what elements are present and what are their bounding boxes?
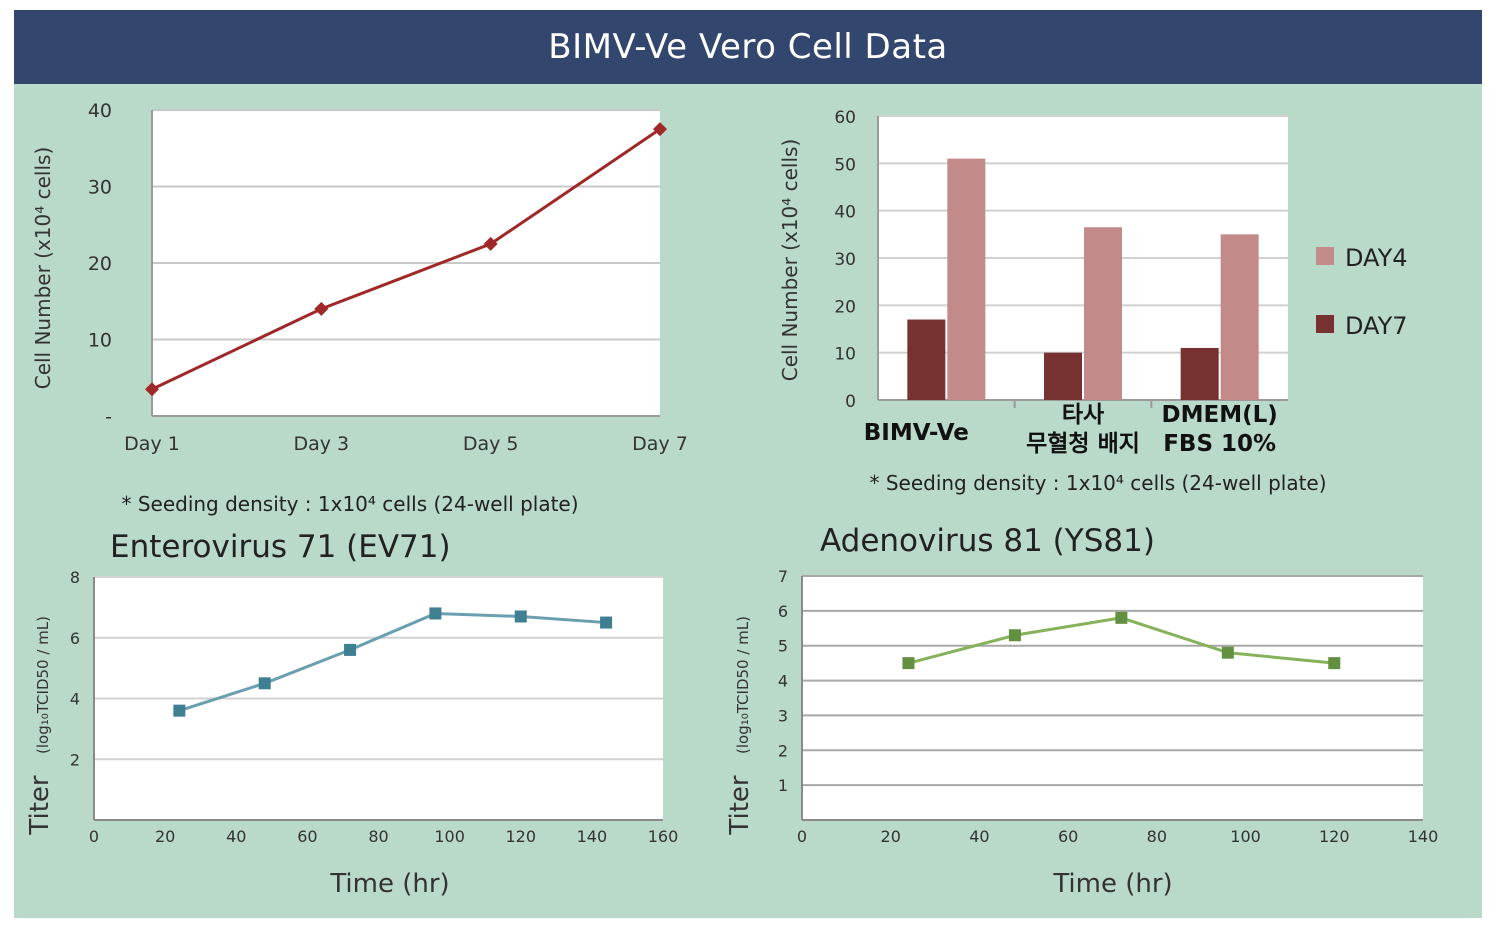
y-tick-label: 7 xyxy=(778,567,788,586)
y-tick-label: 0 xyxy=(845,392,856,412)
y-axis-label-unit: (log₁₀TCID50 / mL) xyxy=(734,616,752,754)
y-tick-label: 60 xyxy=(834,108,856,128)
y-tick-label: 3 xyxy=(778,706,788,725)
x-tick-label: 20 xyxy=(155,827,175,846)
y-axis-label-main: Titer xyxy=(25,775,55,835)
data-point-marker xyxy=(344,643,357,656)
y-tick-label: 2 xyxy=(778,741,788,760)
x-tick-label: 타사 xyxy=(1062,402,1104,428)
x-tick-label: 120 xyxy=(505,827,536,846)
y-tick-label: 8 xyxy=(70,568,80,587)
data-point-marker xyxy=(1008,629,1021,642)
x-tick-label: 100 xyxy=(434,827,465,846)
x-tick-label: 140 xyxy=(1408,827,1439,846)
chart-title: Enterovirus 71 (EV71) xyxy=(110,529,451,565)
data-point-marker xyxy=(902,657,915,670)
data-point-marker xyxy=(258,677,271,690)
data-point-marker xyxy=(314,301,329,316)
x-tick-label: Day 1 xyxy=(124,433,180,455)
data-point-marker xyxy=(1328,657,1341,670)
y-axis-label: Cell Number (x10⁴ cells) xyxy=(778,139,802,382)
x-tick-label: 140 xyxy=(577,827,608,846)
seeding-density-note: * Seeding density : 1x10⁴ cells (24-well… xyxy=(121,492,578,516)
y-tick-label: 20 xyxy=(88,253,112,275)
legend-label-day7: DAY7 xyxy=(1345,312,1408,340)
bar-day4 xyxy=(947,158,986,400)
y-axis-label: Cell Number (x10⁴ cells) xyxy=(31,147,55,390)
x-tick-label: DMEM(L) xyxy=(1162,402,1278,428)
x-axis-label: Time (hr) xyxy=(1052,869,1172,899)
data-point-marker xyxy=(145,382,159,397)
bar-day4 xyxy=(1084,227,1122,400)
y-tick-label: 4 xyxy=(70,690,80,709)
x-tick-label: 160 xyxy=(648,827,679,846)
y-tick-label: 6 xyxy=(778,602,788,621)
data-point-marker xyxy=(653,122,667,137)
x-tick-label: 20 xyxy=(881,827,901,846)
x-tick-label: 100 xyxy=(1230,827,1261,846)
y-tick-label: 10 xyxy=(88,330,112,352)
bar-day7 xyxy=(1180,347,1219,400)
x-tick-label: 40 xyxy=(226,827,246,846)
chart-title: Adenovirus 81 (YS81) xyxy=(820,523,1155,559)
data-point-marker xyxy=(429,607,442,620)
y-tick-label: 10 xyxy=(834,345,856,365)
legend-swatch-day7 xyxy=(1316,315,1334,333)
y-axis-label-main: Titer xyxy=(725,775,755,835)
x-tick-label: 0 xyxy=(797,827,807,846)
x-tick-label: 80 xyxy=(368,827,388,846)
bar-day7 xyxy=(907,319,946,400)
series-line-ev71 xyxy=(178,611,607,713)
x-tick-label: 40 xyxy=(969,827,989,846)
x-tick-label: BIMV-Ve xyxy=(864,420,969,446)
x-axis-label: Time (hr) xyxy=(329,869,449,899)
x-tick-label: FBS 10% xyxy=(1163,431,1276,457)
x-tick-label: 0 xyxy=(89,827,99,846)
y-tick-label: 30 xyxy=(834,250,856,270)
x-tick-label: Day 3 xyxy=(294,433,350,455)
series-line-bimv-ve xyxy=(151,127,661,391)
plot-area xyxy=(802,576,1423,820)
y-tick-label: 50 xyxy=(834,155,856,175)
data-point-marker xyxy=(483,236,498,251)
y-tick-label: 6 xyxy=(70,629,80,648)
y-tick-label: 40 xyxy=(834,203,856,223)
data-point-marker xyxy=(600,616,613,629)
bar-day4 xyxy=(1220,234,1259,400)
x-tick-label: Day 5 xyxy=(463,433,519,455)
x-tick-label: 120 xyxy=(1319,827,1350,846)
data-point-marker xyxy=(1115,611,1128,624)
y-tick-label: 20 xyxy=(834,297,856,317)
seeding-density-note: * Seeding density : 1x10⁴ cells (24-well… xyxy=(869,471,1326,495)
y-tick-label: 40 xyxy=(88,100,112,122)
x-tick-label: 60 xyxy=(297,827,317,846)
legend-swatch-day4 xyxy=(1316,247,1334,265)
page-title: BIMV-Ve Vero Cell Data xyxy=(14,10,1482,84)
y-tick-label: 2 xyxy=(70,750,80,769)
y-axis-label-unit: (log₁₀TCID50 / mL) xyxy=(34,616,52,754)
y-tick-label: 30 xyxy=(88,177,112,199)
data-point-marker xyxy=(514,610,527,623)
x-tick-label: 80 xyxy=(1147,827,1167,846)
x-tick-label: 60 xyxy=(1058,827,1078,846)
legend-label-day4: DAY4 xyxy=(1345,244,1408,272)
y-tick-label: 5 xyxy=(778,637,788,656)
y-tick-label: 1 xyxy=(778,776,788,795)
x-tick-label: 무혈청 배지 xyxy=(1026,431,1140,457)
x-tick-label: Day 7 xyxy=(632,433,688,455)
y-tick-label: 4 xyxy=(778,672,788,691)
bar-day7 xyxy=(1044,352,1082,400)
data-point-marker xyxy=(1221,646,1234,659)
data-point-marker xyxy=(173,704,186,717)
y-tick-label: - xyxy=(105,406,112,428)
